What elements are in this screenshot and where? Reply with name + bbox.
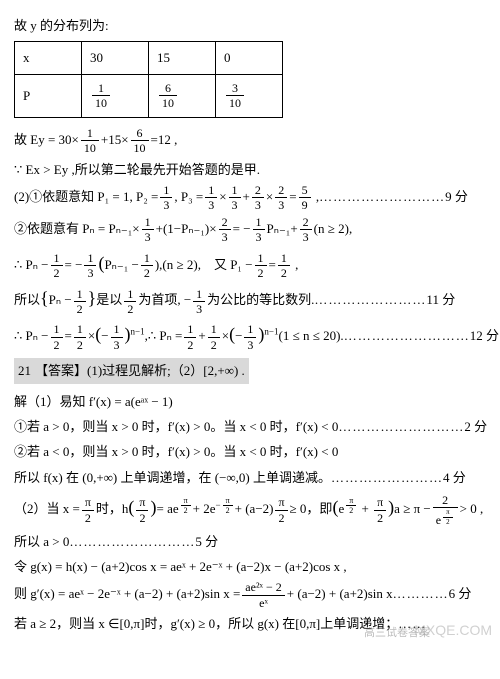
solution-line2: ②若 a < 0，则当 x > 0 时，f′(x) > 0。当 x < 0 时，… bbox=[14, 440, 486, 463]
q2-step4: 所以{Pₙ −12}是以12为首项, −13为公比的等比数列.……………………1… bbox=[14, 282, 486, 316]
table-header-0: 0 bbox=[216, 42, 283, 74]
table-header-30: 30 bbox=[82, 42, 149, 74]
table-p-label: P bbox=[15, 74, 82, 117]
gprime-line: 则 g′(x) = aeˣ − 2e⁻ˣ + (a−2) + (a+2)sin … bbox=[14, 580, 486, 610]
q2-step3: ∴ Pₙ −12= −13(Pₙ₋₁ −12),(n ≥ 2), 又 P₁ −1… bbox=[14, 247, 486, 281]
q2-step5: ∴ Pₙ −12=12×(−13)n−1,∴ Pₙ =12+12×(−13)n−… bbox=[14, 318, 486, 352]
table-p-2: 610 bbox=[149, 74, 216, 117]
solution-line1: ①若 a > 0，则当 x > 0 时，f′(x) > 0。当 x < 0 时，… bbox=[14, 415, 486, 438]
solution-head: 解（1）易知 f′(x) = a(eᵃˣ − 1) bbox=[14, 390, 486, 413]
q2-step2: ②依题意有 Pₙ = Pₙ₋₁×13+(1−Pₙ₋₁)×23= −13Pₙ₋₁+… bbox=[14, 215, 486, 245]
table-header-x: x bbox=[15, 42, 82, 74]
g-def-line: 令 g(x) = h(x) − (a+2)cos x = aeˣ + 2e⁻ˣ … bbox=[14, 555, 486, 578]
part2-line2: 所以 a > 0………………………5 分 bbox=[14, 530, 486, 553]
part2-line1: （2）当 x =π2时，h(π2)= aeπ2+ 2e−π2+ (a−2)π2≥… bbox=[14, 491, 486, 527]
ey-line: 故 Ey = 30×110+15×610=12 , bbox=[14, 126, 486, 156]
solution-line3: 所以 f(x) 在 (0,+∞) 上单调递增，在 (−∞,0) 上单调递减。……… bbox=[14, 466, 486, 489]
distribution-table: x 30 15 0 P 110 610 310 bbox=[14, 41, 283, 117]
table-p-3: 310 bbox=[216, 74, 283, 117]
intro-text: 故 y 的分布列为: bbox=[14, 14, 486, 37]
compare-line: ∵ Ex > Ey ,所以第二轮最先开始答题的是甲. bbox=[14, 158, 486, 181]
table-header-15: 15 bbox=[149, 42, 216, 74]
q2-step1: (2)①依题意知 P₁ = 1, P₂ =13, P₃ =13×13+23×23… bbox=[14, 183, 486, 213]
answer-21-box: 21【答案】(1)过程见解析;（2）[2,+∞) . bbox=[14, 358, 249, 383]
table-p-1: 110 bbox=[82, 74, 149, 117]
last-line: 若 a ≥ 2，则当 x ∈[0,π]时，g′(x) ≥ 0，所以 g(x) 在… bbox=[14, 612, 486, 635]
